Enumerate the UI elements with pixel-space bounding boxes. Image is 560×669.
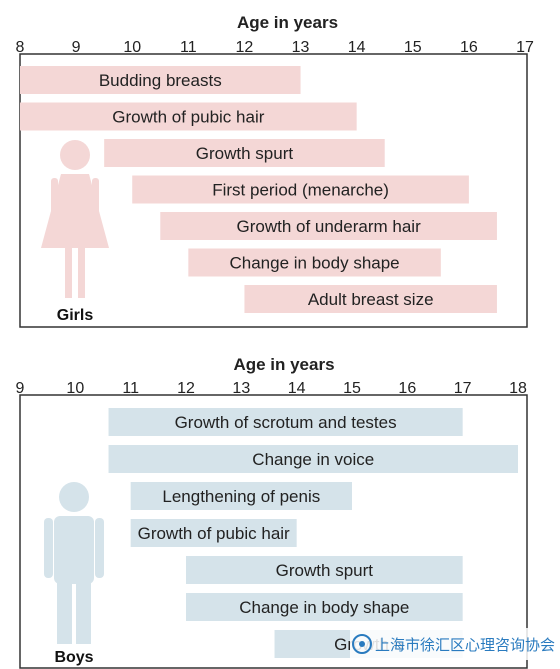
girl-silhouette-icon [41, 140, 109, 298]
range-bar [186, 556, 463, 584]
tick-label: 10 [66, 380, 84, 397]
boy-silhouette-icon [44, 482, 104, 644]
tick-label: 9 [72, 39, 81, 56]
axis-title: Age in years [237, 13, 338, 32]
range-bar [108, 445, 519, 473]
axis-title: Age in years [233, 355, 334, 374]
range-bar [104, 139, 385, 167]
bar-label: Change in voice [252, 450, 374, 469]
tick-label: 14 [348, 39, 366, 56]
tick-label: 11 [180, 39, 197, 56]
tick-label: 9 [16, 380, 25, 397]
tick-label: 15 [343, 380, 361, 397]
tick-label: 12 [236, 39, 254, 56]
tick-label: 13 [292, 39, 310, 56]
chart-boys: Age in years 9 10 11 12 13 14 15 16 17 18 Boys Growt… [16, 355, 528, 669]
range-bar [160, 212, 497, 240]
bar-label: Adult breast size [308, 290, 434, 309]
range-bar [186, 593, 463, 621]
group-label: Girls [57, 307, 94, 324]
range-bar [108, 408, 463, 436]
tick-label: 15 [404, 39, 422, 56]
tick-label: 17 [516, 39, 534, 56]
bar-label: First period (menarche) [212, 181, 389, 200]
group-label: Boys [54, 649, 93, 666]
tick-label: 8 [16, 39, 25, 56]
bar-label: Growth of pubic hair [138, 524, 290, 543]
tick-label: 16 [460, 39, 478, 56]
tick-label: 11 [122, 380, 139, 397]
range-bar [20, 102, 357, 131]
bar-label: Growth spurt [196, 144, 294, 163]
range-bar [244, 285, 497, 313]
bar-label: Growth of underarm hair [236, 217, 421, 236]
range-bar [130, 482, 352, 510]
range-bar [132, 175, 469, 204]
tick-label: 12 [177, 380, 195, 397]
tick-label: 14 [288, 380, 306, 397]
tick-label: 13 [232, 380, 250, 397]
bar-label: Budding breasts [99, 71, 222, 90]
range-bar [20, 66, 301, 94]
svg-text:上海市徐汇区心理咨询协会: 上海市徐汇区心理咨询协会 [375, 637, 555, 654]
tick-label: 16 [398, 380, 416, 397]
bar-label: Growth of pubic hair [112, 108, 264, 127]
bar-label: Growth spurt [276, 561, 374, 580]
range-bar [130, 519, 297, 547]
tick-label: 18 [509, 380, 527, 397]
bar-label: Change in body shape [239, 598, 409, 617]
watermark-logo: 上海市徐汇区心理咨询协会 [350, 628, 560, 660]
bar-label: Lengthening of penis [162, 487, 320, 506]
range-bar [188, 248, 441, 277]
bar-label: Change in body shape [230, 254, 400, 273]
tick-label: 17 [454, 380, 472, 397]
bar-label: Growth of scrotum and testes [175, 413, 397, 432]
tick-label: 10 [123, 39, 141, 56]
chart-girls: Age in years 8 9 10 11 12 13 14 15 16 17 Girls Buddi… [16, 13, 534, 328]
